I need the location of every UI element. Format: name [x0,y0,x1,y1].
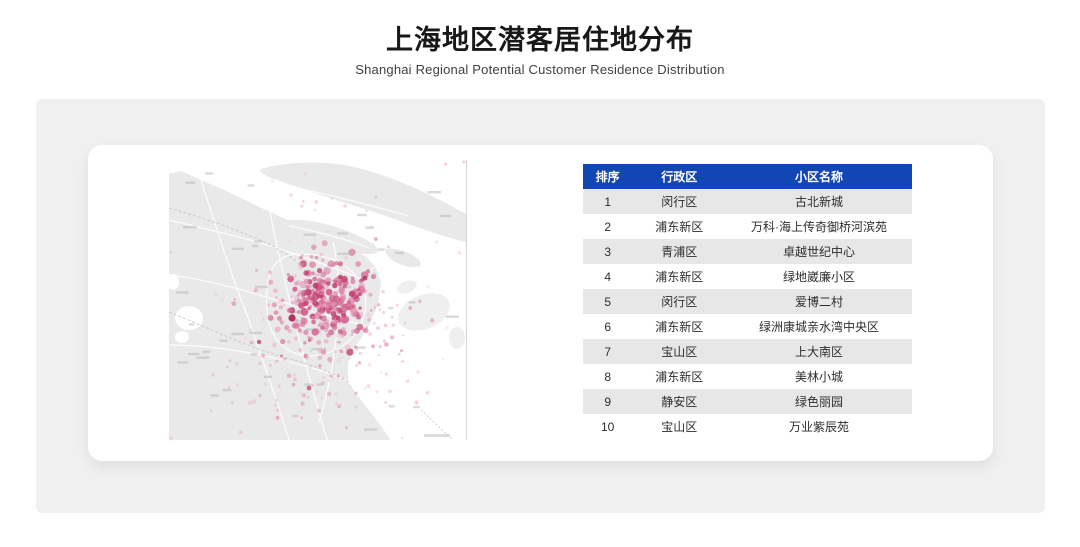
table-body: 1 闵行区 古北新城 2 浦东新区 万科·海上传奇御桥河滨苑 3 青浦区 卓越世纪中心 4 浦东新区… [583,189,912,439]
community-cell: 绿洲康城亲水湾中央区 [759,320,880,334]
community-cell: 卓越世纪中心 [783,245,856,259]
ranking-table: 排序 行政区 小区名称 1 闵行区 古北新城 2 浦东新区 万科·海上传奇御桥河滨苑 3 青浦… [583,164,912,439]
highlight-dot [362,275,368,281]
chongming-island-shape [259,162,466,242]
rank-cell: 9 [604,394,612,409]
highlight-dot [256,339,262,345]
district-cell: 浦东新区 [655,370,704,384]
shanghai-map [169,160,467,440]
community-cell: 爱博二村 [795,295,844,309]
district-cell: 静安区 [661,395,698,409]
table-row: 1 闵行区 古北新城 [583,189,912,214]
rank-cell: 7 [604,344,612,359]
community-cell: 绿地崴廉小区 [783,270,856,284]
mainland-shape [169,171,390,440]
table-row: 8 浦东新区 美林小城 [583,364,912,389]
table-row: 6 浦东新区 绿洲康城亲水湾中央区 [583,314,912,339]
page-header: 上海地区潜客居住地分布 Shanghai Regional Potential … [0,24,1080,77]
district-cell: 浦东新区 [655,320,704,334]
community-cell: 古北新城 [795,195,844,209]
rank-cell: 8 [604,369,612,384]
table-row: 10 宝山区 万业紫辰苑 [583,414,912,439]
table-header-row: 排序 行政区 小区名称 [583,164,912,189]
district-cell: 宝山区 [661,420,698,434]
rank-cell: 5 [604,294,612,309]
table-row: 4 浦东新区 绿地崴廉小区 [583,264,912,289]
community-cell: 万业紫辰苑 [789,420,850,434]
community-cell: 万科·海上传奇御桥河滨苑 [751,220,888,234]
map-attribution [424,434,450,437]
table-row: 9 静安区 绿色丽园 [583,389,912,414]
residence-dot-layer [169,160,466,440]
rank-cell: 10 [600,419,615,434]
page-title: 上海地区潜客居住地分布 [386,25,694,55]
col-header-rank: 排序 [595,170,620,184]
table-row: 5 闵行区 爱博二村 [583,289,912,314]
rank-cell: 3 [604,244,612,259]
table-row: 7 宝山区 上大南区 [583,339,912,364]
district-cell: 浦东新区 [655,270,704,284]
highlight-dot [288,314,296,322]
community-cell: 绿色丽园 [795,395,844,409]
rank-cell: 2 [604,219,612,234]
changxing-island-shape [282,219,378,255]
map-canvas [169,160,466,440]
community-cell: 美林小城 [795,370,844,384]
lake-shapes [169,274,203,343]
road-lines [169,179,410,440]
map-place-labels [176,172,459,431]
rank-cell: 1 [604,194,612,209]
district-cell: 闵行区 [661,295,698,309]
col-header-district: 行政区 [661,170,698,184]
district-cell: 浦东新区 [655,220,704,234]
table-row: 3 青浦区 卓越世纪中心 [583,239,912,264]
district-cell: 青浦区 [661,245,698,259]
page-subtitle: Shanghai Regional Potential Customer Res… [355,62,725,77]
community-cell: 上大南区 [795,345,844,359]
table-row: 2 浦东新区 万科·海上传奇御桥河滨苑 [583,214,912,239]
highlight-dot [306,385,312,391]
hengsha-island-shape [384,248,421,268]
district-cell: 宝山区 [661,345,698,359]
rank-cell: 6 [604,319,612,334]
district-cell: 闵行区 [661,195,698,209]
col-header-community: 小区名称 [795,170,844,184]
rank-cell: 4 [604,269,612,284]
